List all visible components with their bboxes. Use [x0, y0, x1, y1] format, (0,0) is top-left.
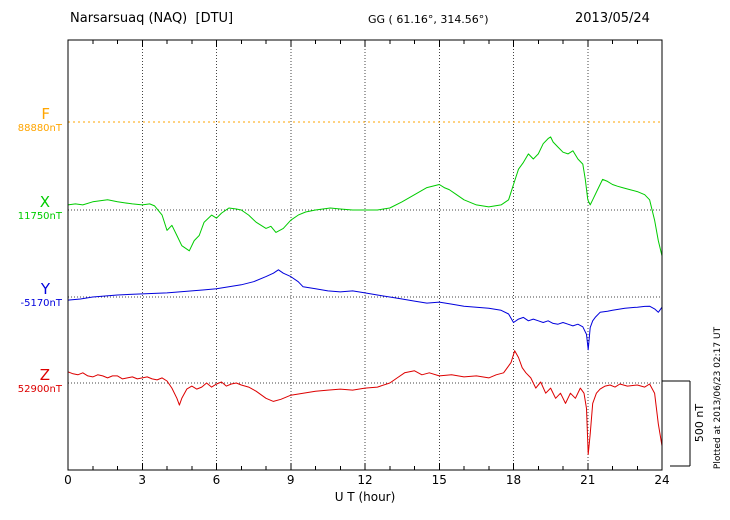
trace-z — [67, 350, 663, 455]
component-baseline-y: -5170nT — [20, 298, 62, 309]
component-letter-y: Y — [40, 280, 50, 298]
x-tick-label: 3 — [138, 473, 146, 487]
x-tick-label: 6 — [213, 473, 221, 487]
gg-coordinates: GG ( 61.16°, 314.56°) — [368, 13, 489, 26]
component-label-x: X 11750nT — [2, 194, 62, 224]
x-tick-label: 24 — [654, 473, 669, 487]
trace-x — [67, 136, 663, 257]
trace-y — [67, 269, 663, 351]
x-tick-label: 15 — [432, 473, 447, 487]
plotted-at-label: Plotted at 2013/06/23 02:17 UT — [713, 326, 723, 469]
scale-bar-label: 500 nT — [693, 404, 706, 442]
station-title: Narsarsuaq (NAQ) [DTU] — [70, 11, 234, 26]
x-tick-label: 0 — [64, 473, 72, 487]
component-label-z: Z 52900nT — [2, 367, 62, 397]
component-label-f: F 88880nT — [2, 106, 62, 136]
date-label: 2013/05/24 — [575, 11, 650, 26]
x-tick-label: 9 — [287, 473, 295, 487]
x-tick-label: 21 — [580, 473, 595, 487]
component-baseline-x: 11750nT — [17, 211, 62, 222]
component-baseline-z: 52900nT — [17, 384, 62, 395]
x-tick-label: 18 — [506, 473, 521, 487]
component-letter-z: Z — [39, 366, 50, 384]
x-axis-title: U T (hour) — [334, 490, 396, 504]
plot-frame — [67, 39, 663, 471]
component-baseline-f: 88880nT — [17, 123, 62, 134]
component-letter-f: F — [41, 105, 50, 123]
x-tick-label: 12 — [357, 473, 372, 487]
component-letter-x: X — [39, 193, 50, 211]
component-label-y: Y -5170nT — [2, 281, 62, 311]
